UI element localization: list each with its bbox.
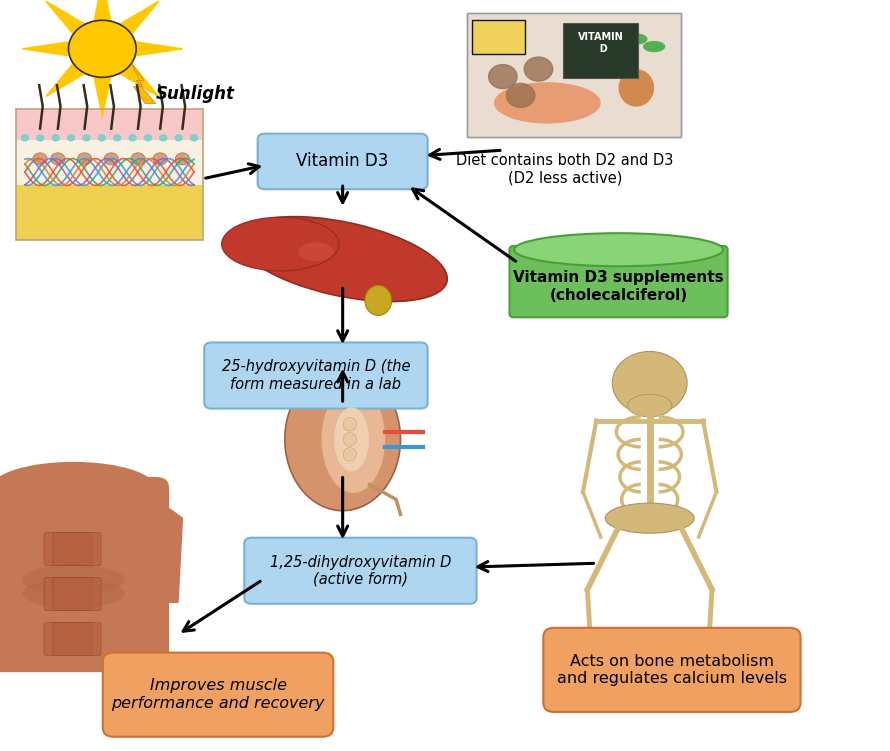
Text: Vitamin D3 supplements
(cholecalciferol): Vitamin D3 supplements (cholecalciferol) xyxy=(514,270,724,303)
Circle shape xyxy=(175,152,190,164)
Text: Sunlight: Sunlight xyxy=(156,85,235,103)
Ellipse shape xyxy=(344,418,356,431)
Circle shape xyxy=(144,134,151,141)
FancyBboxPatch shape xyxy=(44,532,92,566)
Ellipse shape xyxy=(338,245,436,288)
Polygon shape xyxy=(22,42,69,56)
Ellipse shape xyxy=(238,216,448,302)
Ellipse shape xyxy=(22,565,125,595)
Polygon shape xyxy=(151,496,182,602)
FancyBboxPatch shape xyxy=(509,246,727,317)
Polygon shape xyxy=(45,63,85,97)
Polygon shape xyxy=(94,0,110,21)
Ellipse shape xyxy=(643,41,665,53)
Circle shape xyxy=(69,20,136,77)
Circle shape xyxy=(506,83,535,107)
FancyBboxPatch shape xyxy=(0,477,169,672)
FancyBboxPatch shape xyxy=(16,135,203,185)
Circle shape xyxy=(77,152,92,164)
Circle shape xyxy=(129,134,136,141)
FancyBboxPatch shape xyxy=(258,134,427,189)
Text: Improves muscle
performance and recovery: Improves muscle performance and recovery xyxy=(111,678,325,711)
Circle shape xyxy=(524,57,553,81)
FancyBboxPatch shape xyxy=(467,13,681,137)
FancyBboxPatch shape xyxy=(204,342,427,409)
Circle shape xyxy=(159,134,166,141)
Ellipse shape xyxy=(494,82,601,124)
Ellipse shape xyxy=(344,433,356,446)
Text: VITAMIN
  D: VITAMIN D xyxy=(578,32,624,53)
FancyBboxPatch shape xyxy=(44,623,92,656)
Text: Acts on bone metabolism
and regulates calcium levels: Acts on bone metabolism and regulates ca… xyxy=(557,653,787,686)
Circle shape xyxy=(51,152,65,164)
Text: 25-hydroxyvitamin D (the
form measured in a lab: 25-hydroxyvitamin D (the form measured i… xyxy=(222,359,410,392)
FancyBboxPatch shape xyxy=(44,578,92,611)
Ellipse shape xyxy=(298,242,334,261)
Circle shape xyxy=(53,134,60,141)
FancyBboxPatch shape xyxy=(472,20,525,54)
Ellipse shape xyxy=(344,448,356,461)
Text: 1,25-dihydroxyvitamin D
(active form): 1,25-dihydroxyvitamin D (active form) xyxy=(270,554,451,587)
FancyBboxPatch shape xyxy=(16,109,203,140)
Polygon shape xyxy=(119,1,159,35)
Ellipse shape xyxy=(626,33,648,45)
Ellipse shape xyxy=(22,578,125,608)
Ellipse shape xyxy=(321,386,385,493)
FancyBboxPatch shape xyxy=(244,538,477,604)
Polygon shape xyxy=(119,63,159,97)
Ellipse shape xyxy=(607,26,630,37)
Polygon shape xyxy=(45,1,85,35)
Text: Diet contains both D2 and D3
(D2 less active): Diet contains both D2 and D3 (D2 less ac… xyxy=(457,152,674,185)
Ellipse shape xyxy=(514,233,723,267)
Circle shape xyxy=(114,134,121,141)
FancyBboxPatch shape xyxy=(53,623,101,656)
Circle shape xyxy=(153,152,167,164)
Ellipse shape xyxy=(0,462,156,514)
Ellipse shape xyxy=(619,69,654,107)
Circle shape xyxy=(104,152,118,164)
Circle shape xyxy=(612,351,687,415)
Text: Vitamin D3: Vitamin D3 xyxy=(296,152,389,170)
Ellipse shape xyxy=(605,503,694,533)
Ellipse shape xyxy=(334,407,368,472)
FancyBboxPatch shape xyxy=(102,653,333,737)
Polygon shape xyxy=(132,64,156,104)
Ellipse shape xyxy=(222,217,339,271)
Circle shape xyxy=(83,134,90,141)
Circle shape xyxy=(36,134,44,141)
FancyBboxPatch shape xyxy=(53,532,101,566)
Circle shape xyxy=(489,65,517,89)
Polygon shape xyxy=(135,42,182,56)
Ellipse shape xyxy=(627,394,672,417)
Circle shape xyxy=(98,134,105,141)
Ellipse shape xyxy=(285,368,400,511)
Circle shape xyxy=(190,134,198,141)
FancyBboxPatch shape xyxy=(563,23,638,78)
FancyBboxPatch shape xyxy=(16,181,203,240)
FancyBboxPatch shape xyxy=(53,578,101,611)
FancyBboxPatch shape xyxy=(543,628,801,712)
Circle shape xyxy=(175,134,182,141)
Circle shape xyxy=(131,152,145,164)
Circle shape xyxy=(68,134,75,141)
Circle shape xyxy=(33,152,47,164)
Polygon shape xyxy=(94,77,110,116)
Ellipse shape xyxy=(365,285,392,315)
Circle shape xyxy=(21,134,28,141)
